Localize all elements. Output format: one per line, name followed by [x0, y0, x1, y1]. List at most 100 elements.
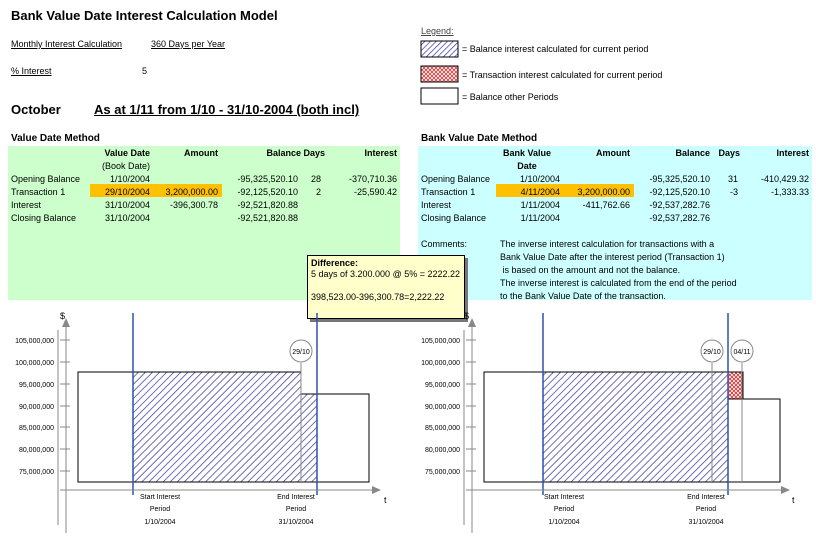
- y-tick: 105,000,000: [15, 338, 54, 345]
- legend-swatches: [420, 40, 459, 105]
- row-balance: -92,125,520.10: [237, 187, 298, 197]
- y-tick: 90,000,000: [425, 404, 460, 411]
- row-date: 31/10/2004: [104, 213, 150, 223]
- date-marker: [730, 339, 754, 363]
- bar-balance-interest: [542, 371, 729, 483]
- legend-item: = Balance other Periods: [462, 92, 559, 102]
- col-header-amount: Amount: [184, 148, 218, 158]
- row-balance: -92,537,282.76: [649, 200, 710, 210]
- comment-line: The inverse interest is calculated from …: [500, 278, 737, 288]
- y-tick: 75,000,000: [425, 469, 460, 476]
- row-label: Closing Balance: [11, 213, 77, 223]
- callout-line: 5 days of 3.200.000 @ 5% = 2222.22: [311, 269, 460, 279]
- as-at-label: As at 1/11 from 1/10 - 31/10-2004 (both …: [94, 102, 360, 117]
- y-ticks: [60, 339, 70, 472]
- row-amount: 3,200,000.00: [577, 187, 630, 197]
- row-interest: -410,429.32: [760, 174, 809, 184]
- x-axis-arrow: [781, 486, 790, 494]
- row-label: Opening Balance: [421, 174, 491, 184]
- y-tick: 75,000,000: [19, 469, 54, 476]
- row-amount: -411,762.66: [582, 200, 630, 210]
- row-balance: -95,325,520.10: [649, 174, 710, 184]
- row-label: Opening Balance: [11, 174, 81, 184]
- row-date: 1/11/2004: [520, 200, 560, 210]
- y-tick: 80,000,000: [425, 447, 460, 454]
- legend-item: = Balance interest calculated for curren…: [462, 44, 649, 54]
- y-tick-labels: 105,000,000 100,000,000 95,000,000 90,00…: [421, 338, 460, 476]
- date-marker-label: 29/10: [292, 349, 310, 356]
- comment-line: is based on the amount and not the balan…: [500, 265, 681, 275]
- start-date: 1/10/2004: [548, 519, 579, 526]
- comment-line: Bank Value Date after the interest perio…: [500, 252, 725, 262]
- legend-swatch-transaction: [420, 65, 459, 83]
- col-header-date-sub: Date: [517, 161, 537, 171]
- date-marker-label: 04/11: [734, 349, 751, 356]
- row-days: -3: [729, 187, 738, 197]
- value-date-method-title: Value Date Method: [11, 133, 100, 144]
- row-date: 1/10/2004: [519, 174, 560, 184]
- date-marker: [700, 339, 724, 363]
- bar-next-period: [727, 398, 781, 483]
- y-tick: 100,000,000: [421, 360, 460, 367]
- row-balance: -92,521,820.88: [237, 213, 298, 223]
- col-header-days: Days: [718, 148, 740, 158]
- bank-value-date-panel: Bank Value Date Amount Balance Days Inte…: [418, 146, 812, 301]
- start-label: Start Interest: [544, 494, 584, 501]
- difference-callout: Difference: 5 days of 3.200.000 @ 5% = 2…: [307, 255, 465, 319]
- row-label: Transaction 1: [11, 187, 66, 197]
- bar-transaction-interest: [727, 371, 744, 400]
- y-tick: 95,000,000: [19, 382, 54, 389]
- interest-pct-label: % Interest: [11, 66, 52, 76]
- legend-swatch-balance: [420, 40, 459, 58]
- month-label: October: [11, 102, 61, 117]
- interest-pct-value: 5: [142, 66, 148, 76]
- row-date: 29/10/2004: [104, 187, 150, 197]
- row-label: Closing Balance: [421, 213, 487, 223]
- y-tick: 85,000,000: [425, 425, 460, 432]
- y-tick: 85,000,000: [19, 425, 54, 432]
- row-label: Transaction 1: [421, 187, 476, 197]
- row-balance: -95,325,520.10: [237, 174, 298, 184]
- bar-balance-interest: [132, 371, 302, 483]
- col-header-date: Value Date: [104, 148, 150, 158]
- row-balance: -92,521,820.88: [237, 200, 298, 210]
- col-header-balance: Balance Days: [266, 148, 325, 158]
- end-date: 31/10/2004: [688, 519, 723, 526]
- end-label: End Interest: [277, 494, 315, 501]
- col-header-date-sub: (Book Date): [101, 161, 150, 171]
- start-date: 1/10/2004: [144, 519, 175, 526]
- y-axis-arrow: [468, 318, 476, 327]
- bar-balance-interest-after: [300, 393, 318, 483]
- bar-next-period: [316, 393, 370, 483]
- row-interest: -25,590.42: [353, 187, 397, 197]
- y-tick: 105,000,000: [421, 338, 460, 345]
- callout-title: Difference:: [311, 258, 359, 268]
- start-label: Start Interest: [140, 494, 180, 501]
- col-header-interest: Interest: [776, 148, 809, 158]
- x-axis-unit: t: [792, 495, 795, 505]
- col-header-interest: Interest: [364, 148, 397, 158]
- col-header-amount: Amount: [596, 148, 630, 158]
- date-marker-label: 29/10: [703, 349, 721, 356]
- bar-previous-period: [77, 371, 134, 483]
- y-ticks: [466, 339, 476, 472]
- y-axis-unit: $: [60, 311, 65, 321]
- end-label-2: Period: [696, 506, 716, 513]
- value-date-chart: $ 105,000,000 100,000,000 95,000,000 90,…: [15, 311, 387, 533]
- y-tick: 95,000,000: [425, 382, 460, 389]
- col-header-date: Bank Value: [502, 148, 552, 158]
- monthly-label: Monthly Interest Calculation: [11, 39, 123, 49]
- row-date: 4/11/2004: [520, 187, 560, 197]
- date-marker: [289, 339, 313, 363]
- days-per-year: 360 Days per Year: [151, 39, 226, 49]
- comment-line: to the Bank Value Date of the transactio…: [500, 291, 666, 301]
- row-date: 1/10/2004: [109, 174, 150, 184]
- legend-title: Legend:: [421, 26, 454, 36]
- bank-value-date-method-title: Bank Value Date Method: [421, 133, 538, 144]
- bank-value-date-chart: $ 105,000,000 100,000,000 95,000,000 90,…: [421, 311, 795, 533]
- comment-line: The inverse interest calculation for tra…: [500, 239, 715, 249]
- transaction-highlight: [496, 184, 634, 197]
- row-balance: -92,125,520.10: [649, 187, 710, 197]
- y-axis-unit: $: [464, 311, 469, 321]
- end-date: 31/10/2004: [278, 519, 313, 526]
